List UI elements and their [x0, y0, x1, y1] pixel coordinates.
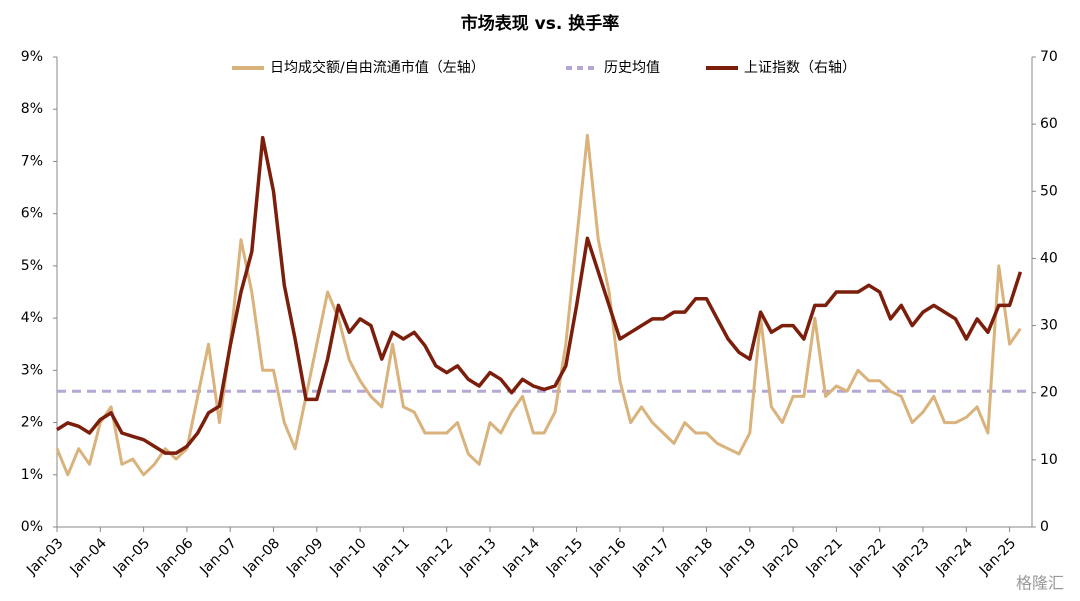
y2-tick-label: 70: [1040, 49, 1058, 65]
x-tick-label: Jan-10: [326, 535, 369, 578]
y-tick-label: 6%: [21, 206, 43, 222]
legend-label: 历史均值: [604, 60, 660, 76]
x-tick-label: Jan-23: [889, 535, 932, 578]
series-line: [55, 133, 1022, 477]
legend-label: 日均成交额/自由流通市值（左轴）: [270, 59, 485, 76]
x-tick-label: Jan-05: [110, 535, 153, 578]
x-tick-label: Jan-20: [759, 535, 802, 578]
x-tick-label: Jan-08: [240, 535, 283, 578]
y2-tick-label: 20: [1040, 385, 1058, 401]
series-line: [56, 135, 1023, 455]
x-tick-label: Jan-15: [543, 535, 586, 578]
watermark: 格隆汇: [1016, 574, 1064, 593]
x-tick-label: Jan-03: [23, 535, 66, 578]
y2-tick-label: 50: [1040, 183, 1058, 199]
y-tick-label: 2%: [21, 415, 43, 431]
y2-tick-label: 30: [1040, 318, 1058, 334]
y2-tick-label: 60: [1040, 116, 1058, 132]
y2-tick-label: 10: [1040, 452, 1058, 468]
y-tick-label: 0%: [21, 519, 43, 535]
x-tick-label: Jan-21: [803, 535, 846, 578]
legend-label: 上证指数（右轴）: [744, 60, 856, 76]
y-tick-label: 5%: [21, 258, 43, 274]
x-tick-label: Jan-07: [196, 535, 239, 578]
x-tick-label: Jan-18: [673, 535, 716, 578]
x-tick-label: Jan-22: [846, 535, 889, 578]
y2-tick-label: 0: [1040, 519, 1049, 535]
x-tick-label: Jan-16: [586, 535, 630, 579]
x-tick-label: Jan-25: [976, 535, 1019, 578]
y-tick-label: 9%: [21, 49, 43, 65]
x-tick-label: Jan-09: [283, 535, 326, 578]
y-tick-label: 3%: [21, 362, 43, 378]
y-tick-label: 8%: [21, 101, 43, 117]
x-tick-label: Jan-06: [153, 535, 197, 579]
x-tick-label: Jan-17: [629, 535, 672, 578]
x-tick-label: Jan-12: [413, 535, 456, 578]
x-tick-label: Jan-04: [67, 535, 111, 579]
x-tick-label: Jan-11: [370, 535, 413, 578]
y2-tick-label: 40: [1040, 250, 1058, 266]
chart-title: 市场表现 vs. 换手率: [461, 13, 620, 34]
y-tick-label: 4%: [21, 310, 43, 326]
x-tick-label: Jan-24: [933, 535, 977, 579]
x-tick-label: Jan-13: [456, 535, 499, 578]
x-tick-label: Jan-14: [500, 535, 544, 579]
y-tick-label: 7%: [21, 153, 43, 169]
y-tick-label: 1%: [21, 467, 43, 483]
x-tick-label: Jan-19: [716, 535, 759, 578]
